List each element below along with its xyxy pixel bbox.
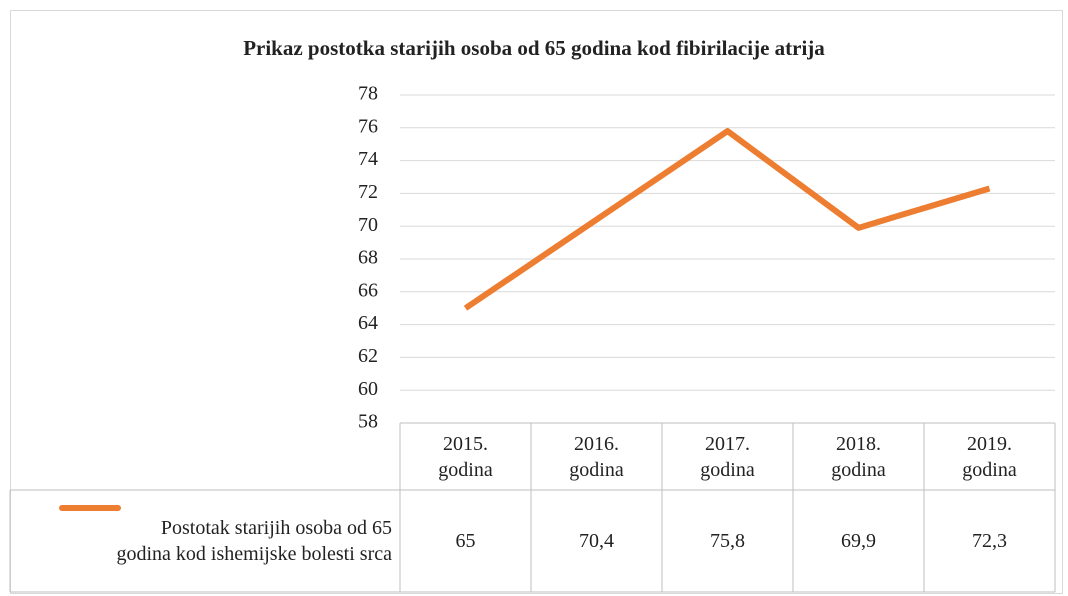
x-category-label: 2019. godina bbox=[962, 432, 1017, 481]
y-tick-label: 66 bbox=[358, 279, 378, 301]
y-tick-label: 72 bbox=[358, 181, 378, 203]
y-tick-label: 74 bbox=[358, 148, 378, 170]
y-tick-label: 78 bbox=[358, 83, 378, 105]
x-category-label: 2018. godina bbox=[831, 432, 886, 481]
y-tick-label: 68 bbox=[358, 247, 378, 269]
table-value: 69,9 bbox=[841, 530, 876, 552]
line-series bbox=[463, 128, 991, 311]
y-tick-label: 64 bbox=[358, 312, 378, 334]
y-tick-label: 60 bbox=[358, 378, 378, 400]
x-category-label: 2016. godina bbox=[569, 432, 624, 481]
y-tick-label: 70 bbox=[358, 214, 378, 236]
y-tick-label: 58 bbox=[358, 411, 378, 433]
table-value: 70,4 bbox=[579, 530, 614, 552]
y-tick-label: 76 bbox=[358, 115, 378, 137]
table-value: 72,3 bbox=[972, 530, 1007, 552]
x-category-label: 2017. godina bbox=[700, 432, 755, 481]
legend-label: Postotak starijih osoba od 65 godina kod… bbox=[116, 517, 392, 565]
chart-border bbox=[10, 10, 1063, 594]
chart-title: Prikaz postotka starijih osoba od 65 god… bbox=[243, 36, 825, 60]
x-category-label: 2015. godina bbox=[438, 432, 493, 481]
y-tick-label: 62 bbox=[358, 345, 378, 367]
table-value: 75,8 bbox=[710, 530, 745, 552]
table-value: 65 bbox=[455, 530, 476, 552]
